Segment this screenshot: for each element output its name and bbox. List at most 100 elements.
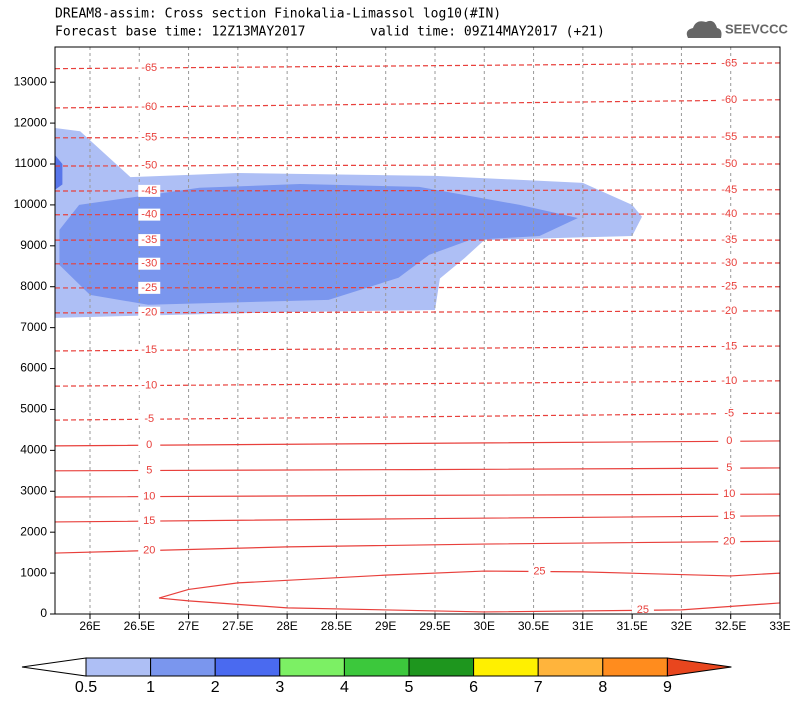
contour-label-bg	[718, 407, 741, 420]
contour-label-bg	[718, 280, 741, 293]
contour-label: -45	[141, 185, 157, 197]
colorbar-label: 9	[663, 679, 672, 696]
colorbar-box	[214, 657, 281, 677]
x-tick-label: 30E	[474, 619, 495, 633]
contour-label-bg	[138, 464, 161, 477]
contour-label-bg	[718, 57, 741, 70]
contour-label-bg	[718, 488, 741, 501]
contour-label-bg	[718, 535, 741, 548]
contour-label: -55	[721, 131, 737, 143]
colorbar-label: 5	[405, 679, 414, 696]
colorbar-label: 4	[340, 679, 349, 696]
contour-label: -30	[721, 257, 737, 269]
contour-label-bg	[528, 565, 551, 578]
x-tick-label: 29E	[375, 619, 396, 633]
colorbar-label: 2	[211, 679, 220, 696]
x-tick-label: 27.5E	[222, 619, 253, 633]
contour-label: 10	[143, 490, 155, 502]
contour-label: 0	[726, 435, 732, 447]
contour-label: 5	[726, 462, 732, 474]
x-tick-label: 32.5E	[715, 619, 746, 633]
x-tick-label: 31.5E	[616, 619, 647, 633]
contour-label-bg	[138, 159, 161, 172]
contour-label-bg	[718, 305, 741, 318]
colorbar-box	[473, 657, 539, 677]
contour-label: -30	[141, 258, 157, 270]
contour-label: -15	[721, 340, 737, 352]
contour-line	[158, 570, 780, 613]
contour-label-bg	[138, 100, 161, 113]
contour-label: 25	[637, 604, 649, 616]
contour-line	[55, 515, 780, 523]
contour-label: -5	[724, 408, 734, 420]
contour-label: -10	[141, 379, 157, 391]
x-tick-label: 30.5E	[518, 619, 549, 633]
colorbar-box	[343, 657, 410, 677]
contour-label-bg	[138, 544, 161, 557]
contour-label-bg	[718, 510, 741, 523]
colorbar-label: 0.5	[75, 679, 97, 696]
contour-label-bg	[631, 604, 654, 617]
contour-label-bg	[138, 344, 161, 357]
contour-label: 0	[146, 439, 152, 451]
logo: SEEVCCC	[686, 20, 788, 38]
contour-label-bg	[138, 257, 161, 270]
contour-label: 20	[143, 544, 155, 556]
contour-label: -60	[141, 101, 157, 113]
y-tick-label: 5000	[20, 402, 47, 416]
x-tick-label: 27E	[178, 619, 199, 633]
contour-label: -15	[141, 344, 157, 356]
contour-label-bg	[718, 257, 741, 270]
contour-label-bg	[718, 234, 741, 247]
x-tick-label: 26E	[79, 619, 100, 633]
subtitle-left: Forecast base time: 12Z13MAY2017	[55, 25, 305, 40]
y-tick-label: 3000	[20, 483, 47, 497]
contour-line	[55, 136, 780, 139]
y-tick-label: 11000	[15, 156, 48, 170]
contour-label-bg	[718, 158, 741, 171]
y-tick-label: 2000	[20, 524, 47, 538]
contour-label: -35	[721, 234, 737, 246]
contour-label-bg	[718, 131, 741, 144]
contour-label-bg	[138, 234, 161, 247]
contour-line	[55, 412, 780, 421]
contour-label-bg	[138, 413, 161, 426]
contour-line	[55, 189, 780, 192]
contour-label: -50	[141, 160, 157, 172]
plot-frame	[54, 46, 781, 615]
contour-label-bg	[138, 281, 161, 294]
colorbar-box	[602, 657, 668, 677]
contour-label: -65	[721, 57, 737, 69]
contour-label: -40	[721, 208, 737, 220]
contour-label: -10	[721, 375, 737, 387]
shaded-area	[55, 155, 63, 190]
y-tick-label: 4000	[20, 443, 47, 457]
contour-label-bg	[718, 375, 741, 388]
colorbar-label: 8	[598, 679, 607, 696]
contour-label: -20	[721, 305, 737, 317]
contour-label: -60	[721, 94, 737, 106]
colorbar-box	[537, 657, 604, 677]
contour-label-bg	[718, 340, 741, 353]
contour-label: 5	[146, 464, 152, 476]
colorbar-box	[150, 657, 216, 677]
contour-label-bg	[718, 435, 741, 448]
colorbar-high	[666, 657, 732, 677]
y-tick-label: 7000	[20, 320, 47, 334]
colorbar-label: 7	[534, 679, 543, 696]
contour-line	[55, 99, 780, 109]
contour-label-bg	[138, 208, 161, 221]
contour-label: -35	[141, 234, 157, 246]
colorbar-label: 3	[275, 679, 284, 696]
contour-label-bg	[138, 439, 161, 452]
contour-line	[55, 262, 780, 265]
contour-label-bg	[138, 306, 161, 319]
subtitle-right: valid time: 09Z14MAY2017 (+21)	[370, 25, 605, 40]
contour-line	[55, 163, 780, 167]
colorbar-label: 1	[146, 679, 155, 696]
contour-label: -25	[721, 281, 737, 293]
contour-label: 20	[723, 536, 735, 548]
y-tick-label: 9000	[20, 238, 47, 252]
colorbar-box	[85, 657, 152, 677]
